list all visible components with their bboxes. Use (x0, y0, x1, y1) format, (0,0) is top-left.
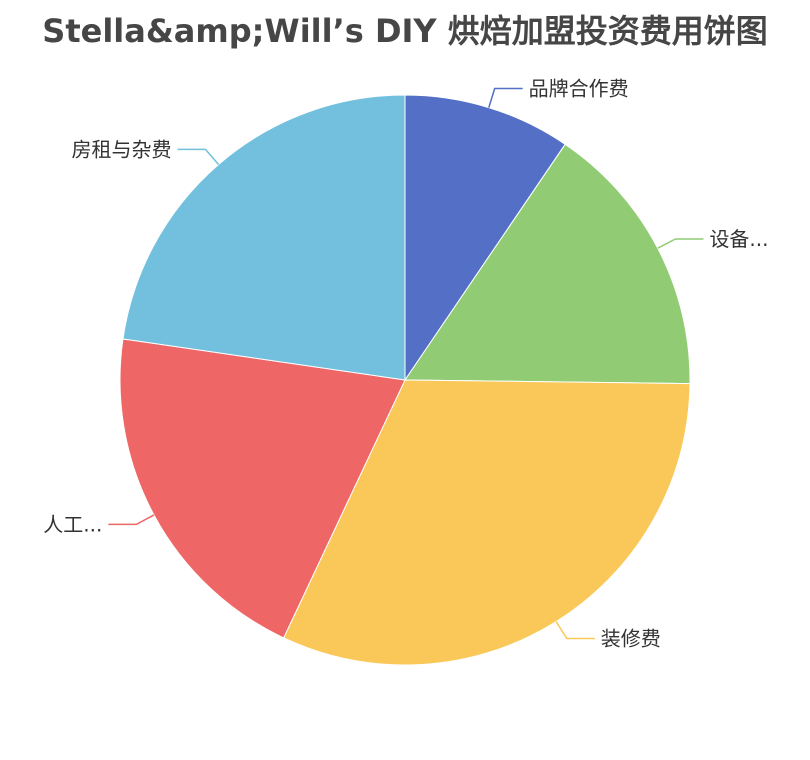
label-leader-line (488, 87, 523, 108)
label-leader-line (555, 621, 595, 640)
pie-slice[interactable] (122, 94, 406, 381)
label-leader-line (177, 148, 220, 165)
slice-label: 设备... (709, 227, 768, 251)
label-leader-line (657, 238, 704, 249)
slice-label: 装修费 (601, 627, 661, 651)
pie-slice[interactable] (404, 143, 691, 385)
pie-slice[interactable] (404, 94, 566, 382)
slice-label: 房租与杂费 (71, 137, 171, 161)
pie-slice[interactable] (282, 379, 691, 666)
slice-label: 人工... (43, 512, 102, 536)
chart-title: Stella&amp;Will’s DIY 烘焙加盟投资费用饼图 (42, 12, 768, 50)
label-leader-line (108, 514, 155, 526)
slice-label: 品牌合作费 (529, 76, 629, 100)
